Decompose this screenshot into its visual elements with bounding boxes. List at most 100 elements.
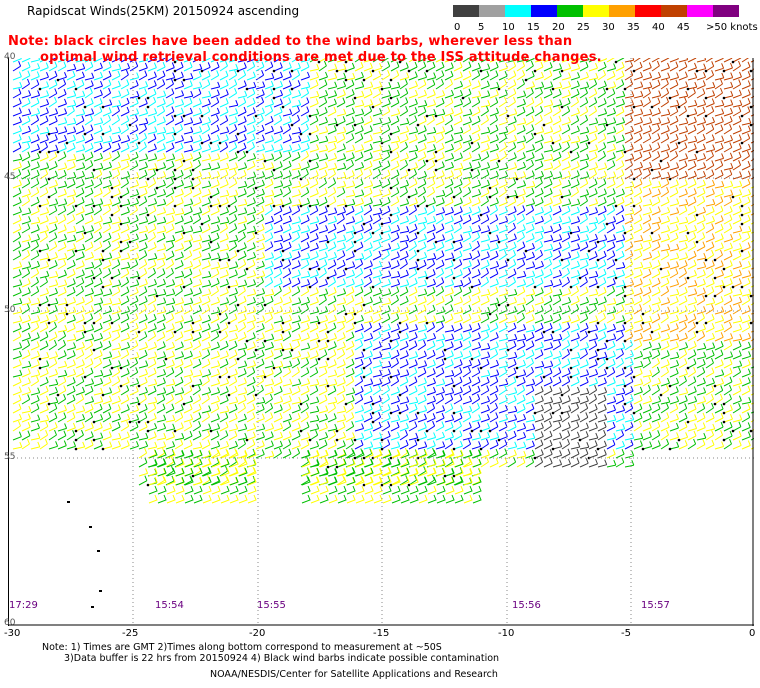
wind-barb-flag — [666, 96, 669, 103]
wind-barb — [642, 246, 652, 252]
wind-barb-flag — [36, 250, 40, 256]
wind-barb-flag — [613, 135, 617, 141]
wind-barb — [480, 219, 490, 225]
wind-barb — [300, 86, 310, 90]
wind-barb — [210, 229, 220, 234]
wind-barb-flag — [477, 70, 481, 76]
wind-barb — [471, 101, 480, 108]
wind-barb — [75, 130, 85, 135]
wind-barb-flag — [405, 241, 409, 247]
contamination-circle — [281, 105, 285, 109]
wind-barb-flag — [54, 161, 58, 167]
wind-barb — [111, 302, 121, 306]
wind-barb-flag — [90, 124, 94, 130]
wind-barb — [183, 230, 193, 234]
wind-barb — [57, 219, 67, 225]
wind-barb — [669, 283, 679, 288]
wind-barb-flag — [135, 287, 139, 293]
wind-barb — [597, 85, 607, 90]
wind-barb-flag — [577, 135, 581, 142]
wind-barb-flag — [279, 62, 283, 68]
wind-barb — [327, 111, 337, 117]
wind-barb-flag — [711, 160, 715, 166]
wind-barb-flag — [253, 270, 257, 276]
wind-barb — [543, 158, 553, 162]
wind-barb-flag — [603, 222, 606, 229]
wind-barb — [120, 182, 129, 189]
wind-barb-flag — [279, 296, 283, 302]
wind-barb — [291, 265, 301, 270]
wind-barb-flag — [414, 115, 418, 121]
wind-barb-flag — [27, 169, 31, 175]
wind-barb-flag — [540, 232, 544, 238]
wind-barb — [282, 128, 291, 135]
wind-barb — [660, 101, 669, 108]
wind-barb — [48, 75, 58, 81]
wind-barb — [354, 301, 364, 306]
wind-barb — [525, 282, 535, 288]
wind-barb — [408, 76, 418, 81]
wind-barb-flag — [432, 294, 435, 301]
wind-barb — [606, 140, 616, 144]
wind-barb-flag — [720, 196, 724, 202]
wind-barb — [381, 155, 390, 162]
wind-barb-flag — [46, 99, 50, 105]
wind-barb — [570, 211, 580, 216]
wind-barb-flag — [315, 188, 319, 194]
wind-barb — [597, 102, 607, 108]
wind-barb-flag — [352, 225, 356, 231]
wind-barb-flag — [621, 124, 625, 130]
wind-barb — [525, 129, 535, 135]
wind-barb — [39, 211, 49, 216]
wind-barb — [651, 175, 661, 180]
wind-barb-flag — [216, 97, 220, 103]
wind-barb — [93, 111, 103, 117]
wind-barb — [678, 95, 688, 99]
wind-barb — [345, 210, 355, 216]
wind-barb — [552, 120, 562, 126]
wind-barb-flag — [675, 187, 679, 193]
wind-barb-flag — [568, 252, 572, 258]
wind-barb-flag — [136, 108, 140, 114]
wind-barb — [444, 102, 454, 108]
wind-barb — [462, 272, 471, 279]
wind-barb — [183, 185, 193, 189]
contamination-circle — [434, 240, 438, 244]
wind-barb-flag — [270, 105, 274, 112]
wind-barb — [237, 85, 247, 90]
wind-barb-flag — [117, 169, 121, 175]
wind-barb-flag — [622, 269, 625, 276]
wind-barb-flag — [549, 62, 553, 68]
wind-barb-flag — [594, 251, 598, 257]
wind-barb-flag — [261, 61, 265, 67]
wind-barb-flag — [225, 80, 229, 86]
wind-barb — [309, 58, 318, 63]
wind-barb — [354, 283, 364, 288]
wind-barb-flag — [126, 187, 130, 193]
wind-barb-flag — [126, 268, 130, 274]
wind-barb-flag — [117, 188, 121, 194]
wind-barb — [651, 58, 661, 63]
wind-barb — [507, 263, 516, 270]
contamination-circle — [227, 258, 231, 262]
wind-barb — [165, 283, 175, 288]
wind-barb-flag — [108, 87, 112, 94]
wind-barb-flag — [216, 89, 220, 95]
wind-barb — [30, 302, 40, 306]
wind-barb-flag — [730, 269, 733, 276]
contamination-circle — [263, 303, 267, 307]
wind-barb — [525, 92, 534, 99]
wind-barb-flag — [207, 62, 211, 68]
wind-barb-flag — [496, 143, 499, 150]
wind-barb-flag — [550, 153, 554, 160]
wind-barb — [84, 219, 94, 225]
wind-barb-flag — [496, 234, 500, 240]
wind-barb — [660, 137, 669, 144]
wind-barb — [426, 104, 436, 108]
wind-barb-flag — [135, 151, 139, 158]
contamination-circle — [722, 267, 726, 271]
wind-barb — [21, 102, 31, 108]
wind-barb-flag — [585, 161, 589, 167]
wind-barb-flag — [298, 99, 302, 106]
wind-barb-flag — [261, 276, 264, 283]
